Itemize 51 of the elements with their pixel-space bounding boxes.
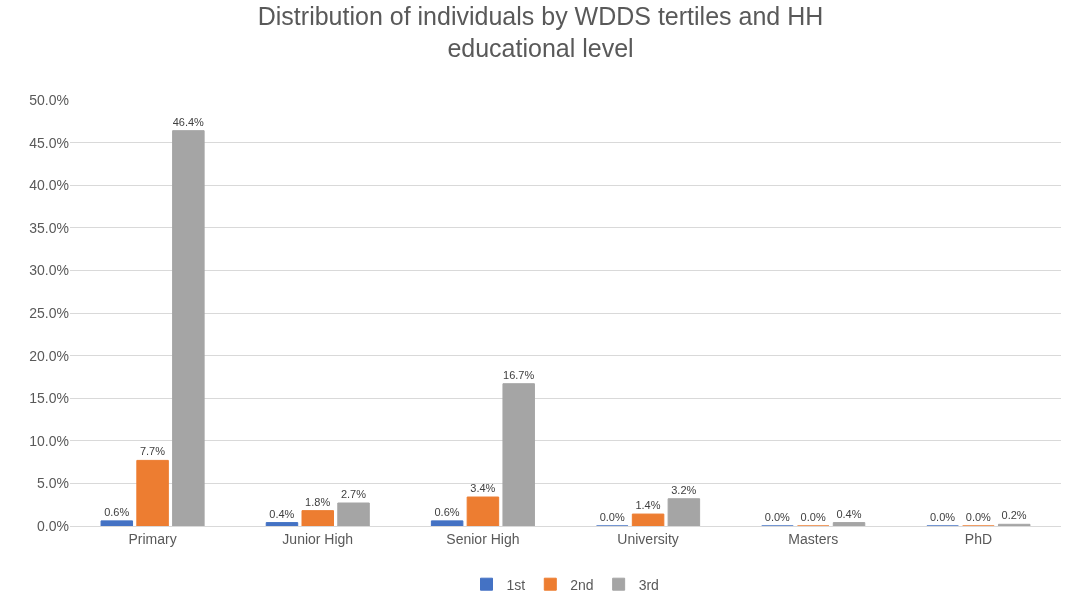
y-tick-label: 50.0%	[29, 91, 69, 108]
bar	[430, 520, 464, 526]
bar	[631, 513, 665, 526]
bar	[832, 522, 866, 526]
legend-label: 1st	[506, 576, 526, 593]
legend-label: 2nd	[570, 576, 594, 593]
y-tick-label: 40.0%	[29, 177, 69, 194]
data-label: 0.0%	[764, 511, 791, 523]
data-label: 0.0%	[929, 511, 956, 523]
data-label: 16.7%	[503, 368, 535, 381]
y-tick-label: 5.0%	[37, 475, 69, 492]
data-label: 2.7%	[340, 488, 367, 500]
y-tick-label: 15.0%	[29, 390, 69, 407]
bar	[265, 522, 299, 526]
data-label: 0.6%	[104, 505, 130, 518]
x-tick-label: University	[617, 530, 679, 547]
y-tick-label: 25.0%	[29, 304, 69, 321]
y-tick-label: 30.0%	[29, 262, 69, 279]
x-tick-label: PhD	[964, 530, 993, 547]
bar	[502, 383, 535, 526]
x-tick-label: Masters	[788, 530, 839, 547]
bar	[100, 520, 134, 526]
data-label: 0.4%	[836, 507, 862, 520]
data-label: 0.4%	[269, 507, 295, 520]
data-label: 0.0%	[800, 511, 826, 523]
data-label: 0.6%	[434, 505, 460, 518]
data-label: 46.4%	[172, 115, 205, 128]
bar	[136, 459, 169, 526]
y-tick-label: 10.0%	[29, 432, 69, 449]
bar	[466, 496, 500, 526]
x-tick-label: Primary	[128, 530, 177, 547]
data-label: 1.8%	[305, 495, 331, 508]
bar	[172, 130, 205, 526]
y-tick-label: 0.0%	[37, 517, 69, 534]
bar	[301, 510, 334, 526]
y-tick-label: 20.0%	[29, 347, 69, 364]
data-label: 3.2%	[671, 483, 697, 496]
x-tick-label: Junior High	[282, 530, 354, 547]
data-label: 0.2%	[1001, 509, 1027, 522]
data-label: 0.0%	[599, 511, 625, 523]
data-label: 0.0%	[965, 511, 992, 523]
legend-label: 3rd	[638, 576, 659, 593]
data-label: 7.7%	[139, 445, 166, 458]
bar	[667, 498, 701, 526]
x-tick-label: Senior High	[446, 530, 520, 547]
data-label: 3.4%	[470, 482, 496, 495]
y-tick-label: 35.0%	[29, 219, 69, 236]
bar	[337, 502, 370, 526]
chart-title: Distribution of individuals by WDDS tertiles and HH educational level	[257, 1, 824, 63]
data-label: 1.4%	[635, 499, 661, 512]
y-tick-label: 45.0%	[29, 134, 69, 151]
